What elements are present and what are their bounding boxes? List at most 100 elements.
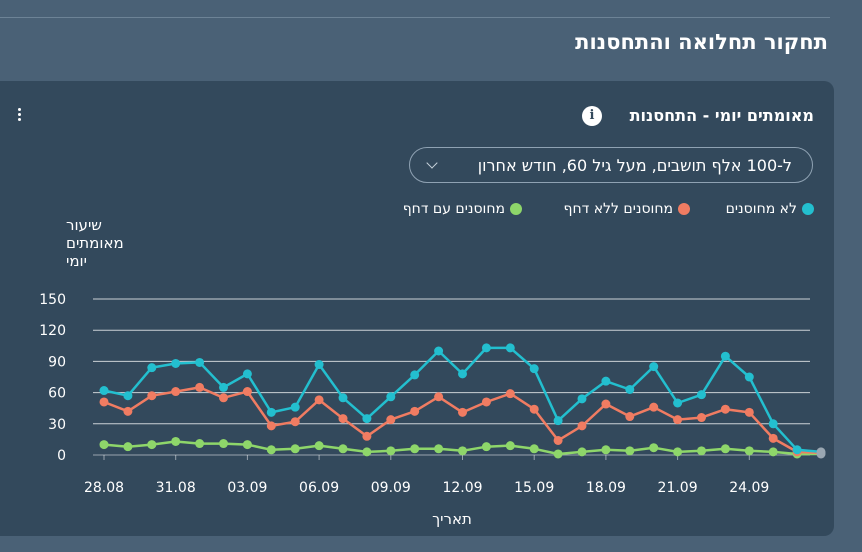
data-point: [434, 444, 444, 454]
data-point: [720, 404, 730, 414]
data-point: [266, 407, 276, 417]
data-point: [529, 444, 539, 454]
data-point: [481, 343, 491, 353]
data-point: [99, 397, 109, 407]
data-point: [219, 382, 228, 392]
top-divider: [0, 17, 830, 18]
data-point: [529, 364, 539, 374]
data-point: [768, 447, 778, 457]
data-point: [481, 397, 491, 407]
data-point: [553, 435, 563, 445]
data-point: [314, 360, 324, 370]
data-point: [171, 387, 181, 397]
data-point: [697, 390, 706, 400]
data-point: [290, 444, 300, 454]
data-point: [195, 439, 205, 449]
y-axis-title: מאומתים: [66, 234, 124, 252]
legend-label-vaccinated-booster: מחוסנים עם דחף: [402, 201, 505, 217]
info-icon[interactable]: i: [582, 106, 602, 126]
data-point: [505, 441, 515, 451]
data-point: [123, 391, 133, 401]
data-point: [386, 446, 396, 456]
data-point: [673, 447, 683, 457]
x-tick-label: 06.09: [299, 480, 339, 496]
data-point: [195, 357, 205, 367]
data-point: [553, 449, 563, 459]
data-point: [362, 447, 372, 457]
data-point: [529, 404, 539, 414]
data-point: [458, 446, 467, 456]
data-point: [314, 395, 324, 405]
x-tick-label: 03.09: [227, 480, 267, 496]
y-tick-label: 120: [39, 323, 66, 339]
data-point: [792, 445, 802, 455]
card-title: מאומתים יומי - התחסנות: [629, 106, 814, 125]
data-point: [219, 439, 228, 449]
legend-dot-vaccinated-booster: [510, 203, 522, 215]
data-point: [242, 387, 252, 397]
x-tick-label: 15.09: [514, 480, 554, 496]
legend-item-vaccinated-no-booster[interactable]: מחוסנים ללא דחף: [564, 201, 690, 217]
data-point: [768, 433, 778, 443]
data-point: [577, 421, 587, 431]
x-tick-label: 28.08: [84, 480, 124, 496]
data-point: [577, 447, 587, 457]
data-point: [625, 412, 635, 422]
legend-dot-unvaccinated: [802, 203, 814, 215]
x-tick-label: 09.09: [371, 480, 411, 496]
y-tick-label: 150: [39, 292, 66, 308]
data-point: [410, 370, 420, 380]
data-point: [768, 419, 778, 429]
data-point: [553, 416, 563, 426]
data-point: [147, 440, 157, 450]
data-point: [434, 392, 444, 402]
filter-dropdown[interactable]: ל-100 אלף תושבים, מעל גיל 60, חודש אחרון: [409, 147, 813, 183]
kebab-menu-icon[interactable]: [14, 106, 24, 126]
legend-label-unvaccinated: לא מחוסנים: [725, 201, 797, 217]
data-point: [601, 445, 611, 455]
data-point: [744, 372, 754, 382]
data-point: [99, 386, 109, 396]
data-point: [338, 444, 348, 454]
legend-item-unvaccinated[interactable]: לא מחוסנים: [726, 201, 814, 217]
data-point: [219, 393, 228, 403]
data-point: [147, 363, 157, 373]
y-tick-label: 30: [48, 417, 66, 433]
data-point: [649, 362, 659, 372]
data-point: [147, 391, 157, 401]
data-point: [458, 407, 467, 417]
data-point: [386, 415, 396, 425]
data-point: [673, 415, 683, 425]
x-axis-title: תאריך: [432, 510, 472, 528]
legend-item-vaccinated-booster[interactable]: מחוסנים עם דחף: [403, 201, 522, 217]
y-tick-label: 0: [57, 448, 66, 464]
data-point: [386, 392, 396, 402]
data-point: [601, 376, 611, 386]
x-tick-label: 18.09: [586, 480, 626, 496]
section-title: תחקור תחלואה והתחסנות: [575, 30, 828, 54]
x-tick-label: 24.09: [729, 480, 769, 496]
data-point: [673, 398, 683, 408]
data-point: [290, 417, 300, 427]
data-point: [290, 402, 300, 412]
data-point: [266, 445, 276, 455]
data-point: [410, 444, 420, 454]
data-point: [123, 406, 133, 416]
data-point: [744, 446, 754, 456]
x-tick-label: 21.09: [658, 480, 698, 496]
data-point: [720, 351, 730, 361]
data-point: [266, 421, 276, 431]
data-point: [697, 446, 706, 456]
data-point: [242, 440, 252, 450]
data-point: [505, 389, 515, 399]
data-point: [171, 436, 181, 446]
data-point: [720, 444, 730, 454]
data-point: [338, 414, 348, 424]
filter-dropdown-value: ל-100 אלף תושבים, מעל גיל 60, חודש אחרון: [477, 156, 792, 175]
data-point: [577, 394, 587, 404]
data-point: [362, 431, 372, 441]
data-point: [649, 402, 659, 412]
x-tick-label: 31.08: [156, 480, 196, 496]
data-point: [171, 358, 181, 368]
